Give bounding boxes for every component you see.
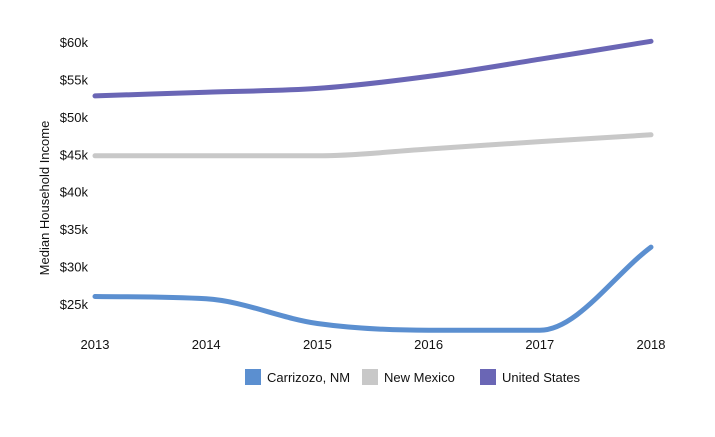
legend-label: United States <box>502 370 581 385</box>
x-tick-label: 2018 <box>637 337 666 352</box>
y-tick-label: $45k <box>60 147 89 162</box>
legend-label: Carrizozo, NM <box>267 370 350 385</box>
legend-item: New Mexico <box>362 369 455 385</box>
x-tick-label: 2013 <box>81 337 110 352</box>
legend-label: New Mexico <box>384 370 455 385</box>
x-axis-ticks: 2013 2014 2015 2016 2017 2018 <box>81 337 666 352</box>
y-tick-label: $60k <box>60 35 89 50</box>
legend-item: Carrizozo, NM <box>245 369 350 385</box>
y-axis-title: Median Household Income <box>37 121 52 276</box>
y-tick-label: $25k <box>60 297 89 312</box>
series-line-2 <box>92 132 654 159</box>
y-tick-label: $35k <box>60 222 89 237</box>
y-tick-label: $30k <box>60 260 89 275</box>
y-tick-label: $55k <box>60 72 89 87</box>
legend-swatch <box>362 369 378 385</box>
series-line-3 <box>92 38 654 99</box>
y-axis-ticks: $25k $30k $35k $40k $45k $50k $55k $60k <box>60 35 89 312</box>
series-line-1 <box>92 244 654 333</box>
x-tick-label: 2014 <box>192 337 221 352</box>
y-tick-label: $40k <box>60 185 89 200</box>
legend-item: United States <box>480 369 581 385</box>
y-tick-label: $50k <box>60 110 89 125</box>
x-tick-label: 2016 <box>414 337 443 352</box>
legend-swatch <box>245 369 261 385</box>
legend-swatch <box>480 369 496 385</box>
series-lines <box>92 38 654 333</box>
x-tick-label: 2017 <box>525 337 554 352</box>
x-tick-label: 2015 <box>303 337 332 352</box>
legend: Carrizozo, NM New Mexico United States <box>245 369 581 385</box>
